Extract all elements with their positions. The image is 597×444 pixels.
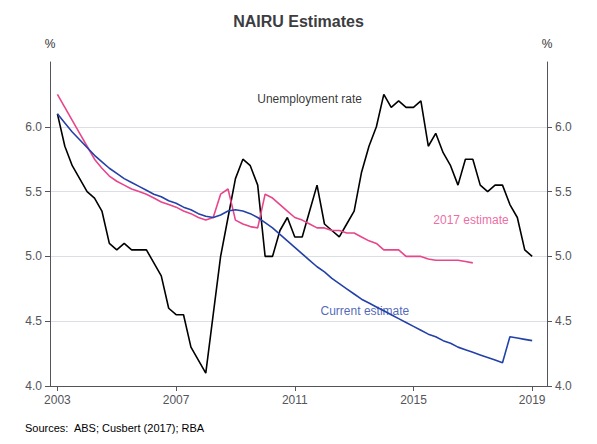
svg-text:NAIRU Estimates: NAIRU Estimates	[233, 13, 364, 30]
svg-text:4.0: 4.0	[555, 379, 572, 393]
svg-text:4.5: 4.5	[555, 314, 572, 328]
svg-text:4.5: 4.5	[25, 314, 42, 328]
svg-text:4.0: 4.0	[25, 379, 42, 393]
svg-text:Sources: ABS; Cusbert (2017);: Sources: ABS; Cusbert (2017); RBA	[25, 422, 205, 434]
svg-text:5.5: 5.5	[555, 185, 572, 199]
svg-text:6.0: 6.0	[25, 120, 42, 134]
svg-text:2019: 2019	[519, 393, 546, 407]
svg-text:Unemployment rate: Unemployment rate	[257, 92, 362, 106]
svg-text:2011: 2011	[282, 393, 308, 407]
svg-text:Current estimate: Current estimate	[321, 304, 410, 318]
svg-text:%: %	[542, 37, 553, 51]
svg-text:2015: 2015	[400, 393, 427, 407]
svg-text:5.0: 5.0	[25, 249, 42, 263]
svg-text:5.0: 5.0	[555, 249, 572, 263]
svg-text:5.5: 5.5	[25, 185, 42, 199]
svg-text:2007: 2007	[163, 393, 190, 407]
svg-text:%: %	[45, 37, 56, 51]
svg-text:2017 estimate: 2017 estimate	[433, 213, 509, 227]
svg-text:2003: 2003	[44, 393, 71, 407]
svg-text:6.0: 6.0	[555, 120, 572, 134]
